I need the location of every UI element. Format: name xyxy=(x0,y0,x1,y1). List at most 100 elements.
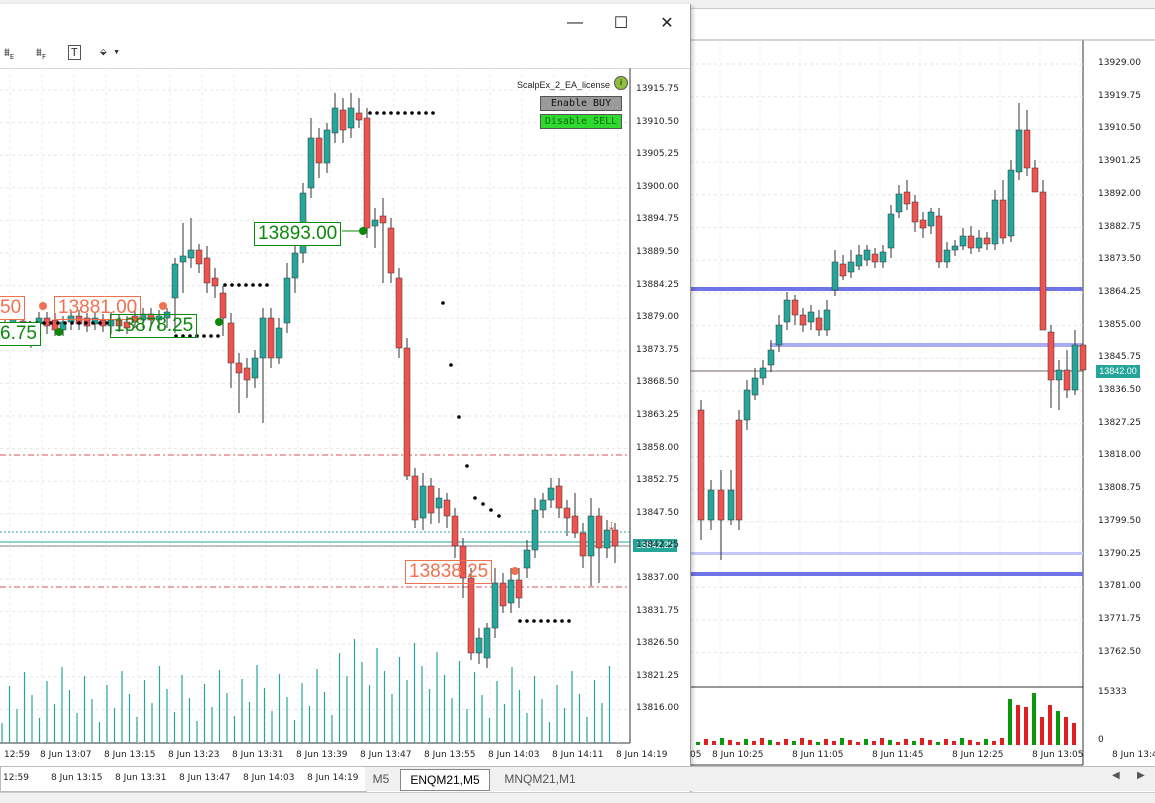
trailing-stop-dot xyxy=(441,301,445,305)
right-price-tick-label: 13799.50 xyxy=(1098,515,1141,526)
time-tick-label: 8 Jun 14:19 xyxy=(616,750,668,760)
candle-body xyxy=(483,627,491,659)
enable-buy-button[interactable]: Enable BUY xyxy=(540,96,622,111)
close-button[interactable]: ✕ xyxy=(660,15,674,32)
tab-scroll-left-icon[interactable]: ◀ xyxy=(1112,770,1120,781)
price-tick-label: 13837.00 xyxy=(636,573,679,583)
right-candle-body xyxy=(959,235,967,247)
candle-body xyxy=(523,549,531,569)
candle-body xyxy=(115,319,123,327)
candle-body xyxy=(195,249,203,265)
trailing-stop-dot xyxy=(546,619,550,623)
trailing-stop-dot xyxy=(98,321,102,325)
right-candle-body xyxy=(911,201,919,223)
right-candle-body xyxy=(1047,331,1055,381)
buy-label-left: 13878.25 xyxy=(110,314,198,338)
shapes-dropdown-icon[interactable]: ⬙ ▾ xyxy=(100,45,120,58)
trailing-stop-dot xyxy=(188,334,192,338)
volume-histogram-bar xyxy=(1064,717,1068,745)
disable-sell-button[interactable]: Disable SELL xyxy=(540,114,622,129)
volume-histogram-bar xyxy=(1024,707,1028,745)
right-candle-body xyxy=(927,211,935,227)
objects-e-icon[interactable]: ⩩E xyxy=(4,46,15,62)
volume-histogram-bar xyxy=(784,739,788,745)
trailing-stop-dot xyxy=(489,508,493,512)
price-tick-label: 13873.75 xyxy=(636,344,679,355)
lower-time-tick-label: 8 Jun 13:15 xyxy=(51,773,103,783)
right-time-tick-label: 8 Jun 12:25 xyxy=(952,750,1004,760)
price-tick-label: 13889.50 xyxy=(636,247,679,257)
trailing-stop-dot xyxy=(424,111,428,115)
volume-histogram-bar xyxy=(872,741,876,745)
right-time-tick-label: 8 Jun 13:45 xyxy=(1112,750,1155,760)
volume-histogram-bar xyxy=(704,739,708,745)
trailing-stop-dot xyxy=(223,283,227,287)
right-candle-body xyxy=(1023,129,1031,169)
text-tool-icon[interactable]: T xyxy=(68,45,81,60)
volume-histogram-bar xyxy=(896,742,900,745)
lower-time-tick-label: 12:59 xyxy=(3,773,29,783)
maximize-button[interactable]: ☐ xyxy=(613,15,629,32)
volume-histogram-bar xyxy=(840,738,844,745)
tab-mnqm21-m1[interactable]: MNQM21,M1 xyxy=(504,772,576,786)
volume-histogram-bar xyxy=(744,739,748,745)
minimize-button[interactable]: — xyxy=(567,14,583,31)
ea-info-icon[interactable]: i xyxy=(614,76,628,90)
candle-body xyxy=(411,475,419,521)
right-candle-body xyxy=(799,314,807,326)
tab-scroll-right-icon[interactable]: ▶ xyxy=(1137,770,1145,781)
objects-f-icon[interactable]: ⩩F xyxy=(36,46,47,62)
right-candle-body xyxy=(759,367,767,379)
time-tick-label: 8 Jun 13:23 xyxy=(168,750,220,760)
volume-max-label: 15333 xyxy=(1098,687,1127,697)
tab-enqm21-m5[interactable]: ENQM21,M5 xyxy=(400,769,490,791)
candle-body xyxy=(475,637,483,654)
trailing-stop-dot xyxy=(181,334,185,338)
window-titlebar[interactable]: — ☐ ✕ xyxy=(0,4,690,36)
candle-body xyxy=(531,509,539,551)
candle-body xyxy=(547,487,555,501)
right-price-tick-label: 13919.75 xyxy=(1098,90,1141,101)
right-candle-body xyxy=(1063,369,1071,391)
tab-bar xyxy=(365,766,1155,791)
candle-body xyxy=(427,485,435,514)
candle-body xyxy=(419,485,427,519)
right-chart-canvas[interactable] xyxy=(690,0,1155,770)
volume-histogram-bar xyxy=(808,740,812,745)
trailing-stop-dot xyxy=(105,321,109,325)
volume-histogram-bar xyxy=(1000,738,1004,745)
lower-time-strip: 12:59 8 Jun 13:15 8 Jun 13:31 8 Jun 13:47 8 … xyxy=(0,766,367,792)
price-tick-label: 13852.75 xyxy=(636,475,679,486)
trailing-stop-dot xyxy=(56,321,60,325)
top-strip xyxy=(0,0,690,5)
candle-body xyxy=(291,252,299,279)
right-candle-body xyxy=(855,254,863,267)
trailing-stop-dot xyxy=(258,283,262,287)
buy-entry-marker xyxy=(215,318,223,326)
right-time-tick-label: 8 Jun 10:25 xyxy=(712,750,764,760)
right-price-tick-label: 13836.50 xyxy=(1098,385,1141,395)
right-time-tick-label: 8 Jun 11:45 xyxy=(872,750,924,760)
right-candle-body xyxy=(727,489,735,521)
volume-histogram-bar xyxy=(880,738,884,745)
trailing-stop-dot xyxy=(560,619,564,623)
price-tick-label: 13842.25 xyxy=(636,540,679,551)
candle-body xyxy=(323,129,331,164)
left-chart-canvas[interactable]: ⇣ xyxy=(0,68,690,794)
volume-histogram-bar xyxy=(824,739,828,745)
tab-m5[interactable]: M5 xyxy=(372,772,390,786)
trailing-stop-dot xyxy=(417,111,421,115)
price-tick-label: 13821.25 xyxy=(636,670,679,681)
level-line xyxy=(690,287,1083,291)
right-candle-body xyxy=(775,324,783,346)
candle-body xyxy=(379,215,387,224)
right-candle-body xyxy=(1071,344,1079,391)
candle-body xyxy=(539,499,547,511)
volume-histogram-bar xyxy=(712,741,716,745)
right-candle-body xyxy=(1031,167,1039,193)
volume-histogram-bar xyxy=(720,738,724,745)
candle-body xyxy=(163,311,171,319)
trailing-stop-dot xyxy=(481,502,485,506)
volume-histogram-bar xyxy=(944,739,948,745)
volume-histogram-bar xyxy=(856,742,860,745)
